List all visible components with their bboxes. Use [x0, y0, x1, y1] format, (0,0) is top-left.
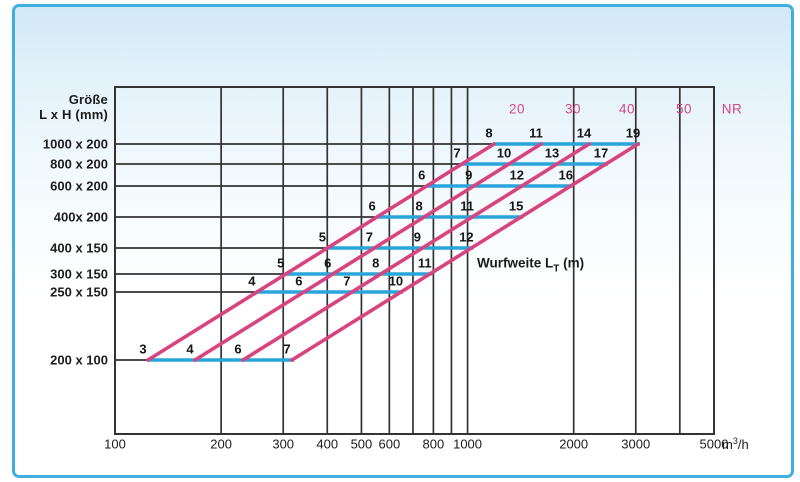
size-label: 400x 200 [53, 209, 108, 225]
throw-distance-value: 12 [459, 229, 474, 245]
throw-distance-value: 3 [139, 341, 147, 357]
throw-distance-value: 17 [593, 145, 609, 161]
throw-distance-value: 6 [295, 273, 303, 289]
throw-distance-value: 11 [460, 198, 474, 214]
x-tick-label-200: 200 [210, 436, 232, 452]
size-label: 400 x 150 [50, 240, 108, 256]
throw-distance-value: 4 [248, 273, 256, 289]
throw-distance-value: 7 [283, 341, 291, 357]
throw-distance-value: 14 [576, 125, 592, 141]
x-axis-unit-label: m3/h [722, 436, 749, 452]
throw-distance-value: 7 [343, 273, 351, 289]
x-tick-label-5000: 5000 [699, 436, 729, 452]
throw-distance-value: 19 [625, 125, 641, 141]
throw-distance-value: 8 [415, 198, 423, 214]
nr-line-50 [290, 142, 640, 362]
throw-distance-value: 6 [324, 255, 332, 271]
plot-border [114, 86, 715, 435]
size-label: 1000 x 200 [42, 136, 108, 152]
nr-line-20 [146, 142, 496, 362]
unit-per-hour: /h [737, 437, 749, 453]
throw-distance-value: 11 [529, 125, 543, 141]
x-tick-label-100: 100 [104, 436, 126, 452]
size-label: 800 x 200 [50, 156, 108, 172]
size-label: 200 x 100 [50, 352, 108, 368]
wurfweite-unit: (m) [559, 255, 585, 271]
nr-unit-label: NR [721, 101, 743, 117]
nr-scale-label-50: 50 [675, 101, 693, 117]
size-label: 300 x 150 [50, 266, 108, 282]
throw-distance-value: 8 [372, 255, 380, 271]
throw-distance-value: 8 [485, 125, 493, 141]
y-axis-title-line2: L x H (mm) [39, 107, 108, 122]
throw-distance-value: 15 [508, 198, 524, 214]
x-tick-label-3000: 3000 [621, 436, 651, 452]
throw-distance-value: 7 [453, 145, 461, 161]
size-label: 250 x 150 [50, 284, 108, 300]
throw-distance-value: 16 [558, 167, 573, 183]
x-tick-label-300: 300 [272, 436, 295, 452]
wurfweite-text: Wurfweite L [477, 255, 554, 271]
chart-frame-border [12, 4, 794, 478]
unit-exponent: 3 [732, 435, 738, 446]
x-tick-label-800: 800 [422, 436, 445, 452]
size-label: 600 x 200 [50, 178, 108, 194]
nr-scale-label-20: 20 [508, 101, 526, 117]
x-tick-label-1000: 1000 [453, 436, 483, 452]
throw-distance-value: 4 [186, 341, 194, 357]
wurfweite-subscript: T [553, 263, 560, 275]
throw-distance-value: 11 [417, 255, 432, 271]
throw-distance-axis-label: Wurfweite LT (m) [477, 256, 584, 275]
throw-distance-value: 10 [496, 145, 512, 161]
x-tick-label-400: 400 [316, 436, 339, 452]
throw-distance-value: 10 [388, 273, 404, 289]
throw-distance-value: 6 [368, 198, 376, 214]
throw-distance-value: 9 [465, 167, 473, 183]
throw-distance-value: 7 [365, 229, 374, 245]
nr-line-30 [193, 142, 543, 362]
x-tick-label-2000: 2000 [559, 436, 589, 452]
nr-scale-label-40: 40 [618, 101, 636, 117]
throw-distance-value: 6 [234, 341, 242, 357]
throw-distance-value: 5 [318, 229, 327, 245]
nr-line-40 [241, 142, 591, 362]
nr-scale-label-30: 30 [564, 101, 582, 117]
x-tick-label-600: 600 [378, 436, 401, 452]
throw-distance-value: 13 [544, 145, 560, 161]
throw-distance-value: 6 [418, 167, 426, 183]
throw-distance-value: 5 [277, 255, 285, 271]
throw-distance-value: 12 [509, 167, 524, 183]
throw-distance-value: 9 [413, 229, 422, 245]
y-axis-title: Größe L x H (mm) [0, 92, 108, 122]
unit-m: m [722, 437, 733, 453]
y-axis-title-line1: Größe [68, 92, 108, 107]
x-tick-label-500: 500 [350, 436, 373, 452]
